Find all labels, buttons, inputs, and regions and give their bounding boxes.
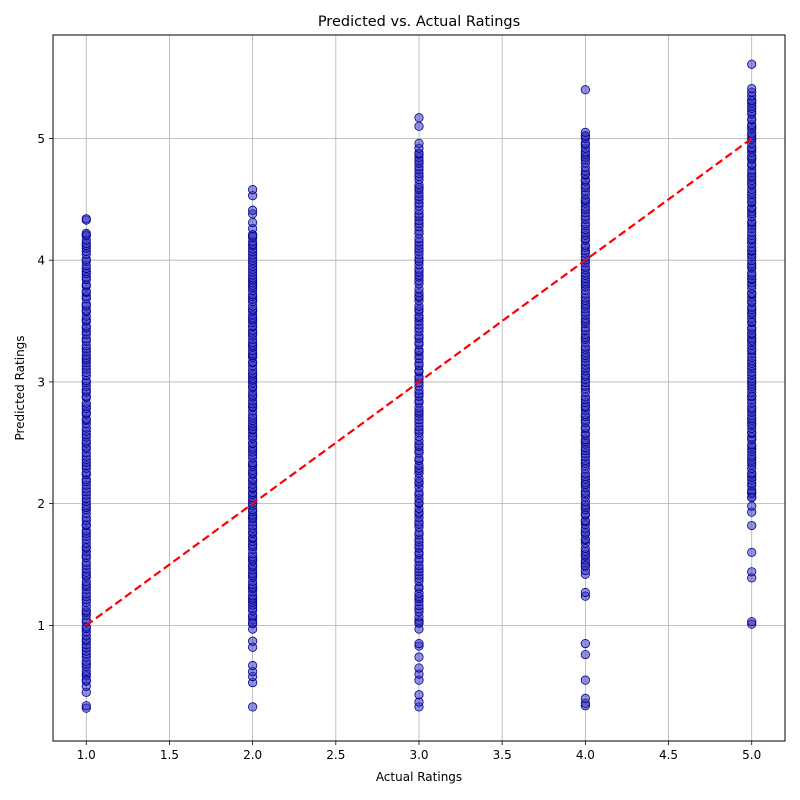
x-tick-label: 4.0 [576,748,595,762]
axis-ticks: 1.0 1.5 2.0 2.5 3.0 3.5 4.0 4.5 5.0 1 2 3 4 5 [37,132,761,762]
x-axis-title: Actual Ratings [376,770,462,784]
data-point-outlier [81,675,91,685]
data-point-outlier [81,214,91,224]
data-points [81,59,757,713]
y-tick-label: 2 [37,497,45,511]
data-point-outlier [414,639,424,649]
reference-line-layer [85,137,753,627]
data-point-outlier [580,127,590,137]
x-tick-label: 3.5 [493,748,512,762]
chart-title: Predicted vs. Actual Ratings [318,14,520,30]
data-point-outlier [747,83,757,94]
x-tick-label: 2.0 [243,748,262,762]
data-point-outlier [747,59,757,69]
x-tick-label: 1.5 [160,748,179,762]
data-point-outlier [580,639,590,649]
x-tick-label: 3.0 [409,748,428,762]
x-tick-label: 4.5 [659,748,678,762]
data-point-outlier [248,618,258,628]
data-point-outlier [248,217,258,228]
data-point-outlier [414,138,424,148]
x-tick-label: 2.5 [326,748,345,762]
data-point-outlier [747,567,757,577]
data-point-outlier [414,618,424,628]
x-tick-label: 1.0 [77,748,96,762]
y-tick-label: 1 [37,619,45,633]
data-point-outlier [580,85,590,95]
data-point-outlier [248,205,258,215]
data-point-outlier [580,561,590,571]
data-point-outlier [580,675,590,685]
x-tick-label: 5.0 [742,748,761,762]
data-point-outlier [414,121,424,131]
data-point-outlier [747,492,757,503]
reference-line [85,137,753,627]
data-point-outlier [414,652,424,662]
data-point-outlier [81,228,91,239]
y-tick-label: 5 [37,132,45,146]
data-point-outlier [248,702,258,712]
data-point-outlier [580,649,590,660]
data-point-outlier [747,501,757,511]
data-point-outlier [248,660,258,671]
data-point-outlier [747,617,757,627]
data-point-outlier [747,520,757,531]
data-point-outlier [81,701,91,711]
data-point-outlier [248,636,258,646]
y-tick-label: 4 [37,254,45,268]
data-point-outlier [580,587,590,598]
y-axis-title: Predicted Ratings [13,335,27,440]
data-point-outlier [414,663,424,673]
data-point-outlier [580,693,590,703]
y-tick-label: 3 [37,375,45,389]
data-point-outlier [248,184,258,195]
data-point-outlier [414,690,424,700]
data-point-outlier [747,547,757,557]
data-point-outlier [414,113,424,123]
